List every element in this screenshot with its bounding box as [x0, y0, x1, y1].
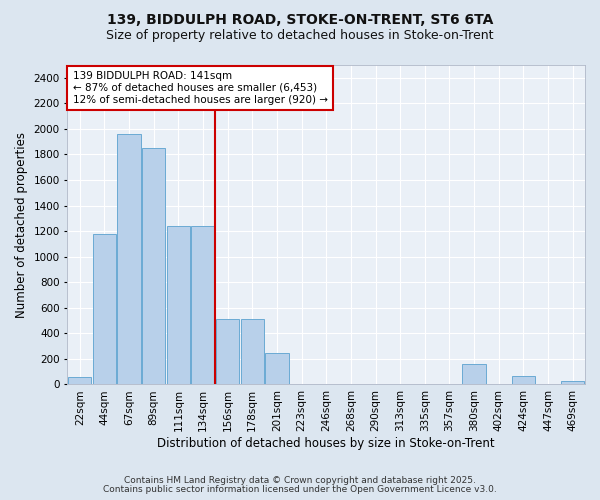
Bar	[68, 377, 91, 384]
Bar	[512, 376, 535, 384]
Text: Contains HM Land Registry data © Crown copyright and database right 2025.: Contains HM Land Registry data © Crown c…	[124, 476, 476, 485]
Text: Size of property relative to detached houses in Stoke-on-Trent: Size of property relative to detached ho…	[106, 28, 494, 42]
Bar	[142, 148, 166, 384]
X-axis label: Distribution of detached houses by size in Stoke-on-Trent: Distribution of detached houses by size …	[157, 437, 495, 450]
Bar	[167, 226, 190, 384]
Bar	[191, 226, 215, 384]
Text: 139, BIDDULPH ROAD, STOKE-ON-TRENT, ST6 6TA: 139, BIDDULPH ROAD, STOKE-ON-TRENT, ST6 …	[107, 12, 493, 26]
Bar	[118, 134, 141, 384]
Bar	[561, 380, 584, 384]
Text: 139 BIDDULPH ROAD: 141sqm
← 87% of detached houses are smaller (6,453)
12% of se: 139 BIDDULPH ROAD: 141sqm ← 87% of detac…	[73, 72, 328, 104]
Bar	[265, 352, 289, 384]
Text: Contains public sector information licensed under the Open Government Licence v3: Contains public sector information licen…	[103, 485, 497, 494]
Bar	[463, 364, 486, 384]
Bar	[241, 320, 264, 384]
Y-axis label: Number of detached properties: Number of detached properties	[15, 132, 28, 318]
Bar	[93, 234, 116, 384]
Bar	[216, 320, 239, 384]
